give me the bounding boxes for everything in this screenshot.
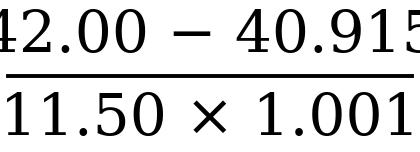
Text: 42.00 − 40.915: 42.00 − 40.915 (0, 9, 420, 64)
Text: 11.50 × 1.001: 11.50 × 1.001 (0, 91, 420, 147)
